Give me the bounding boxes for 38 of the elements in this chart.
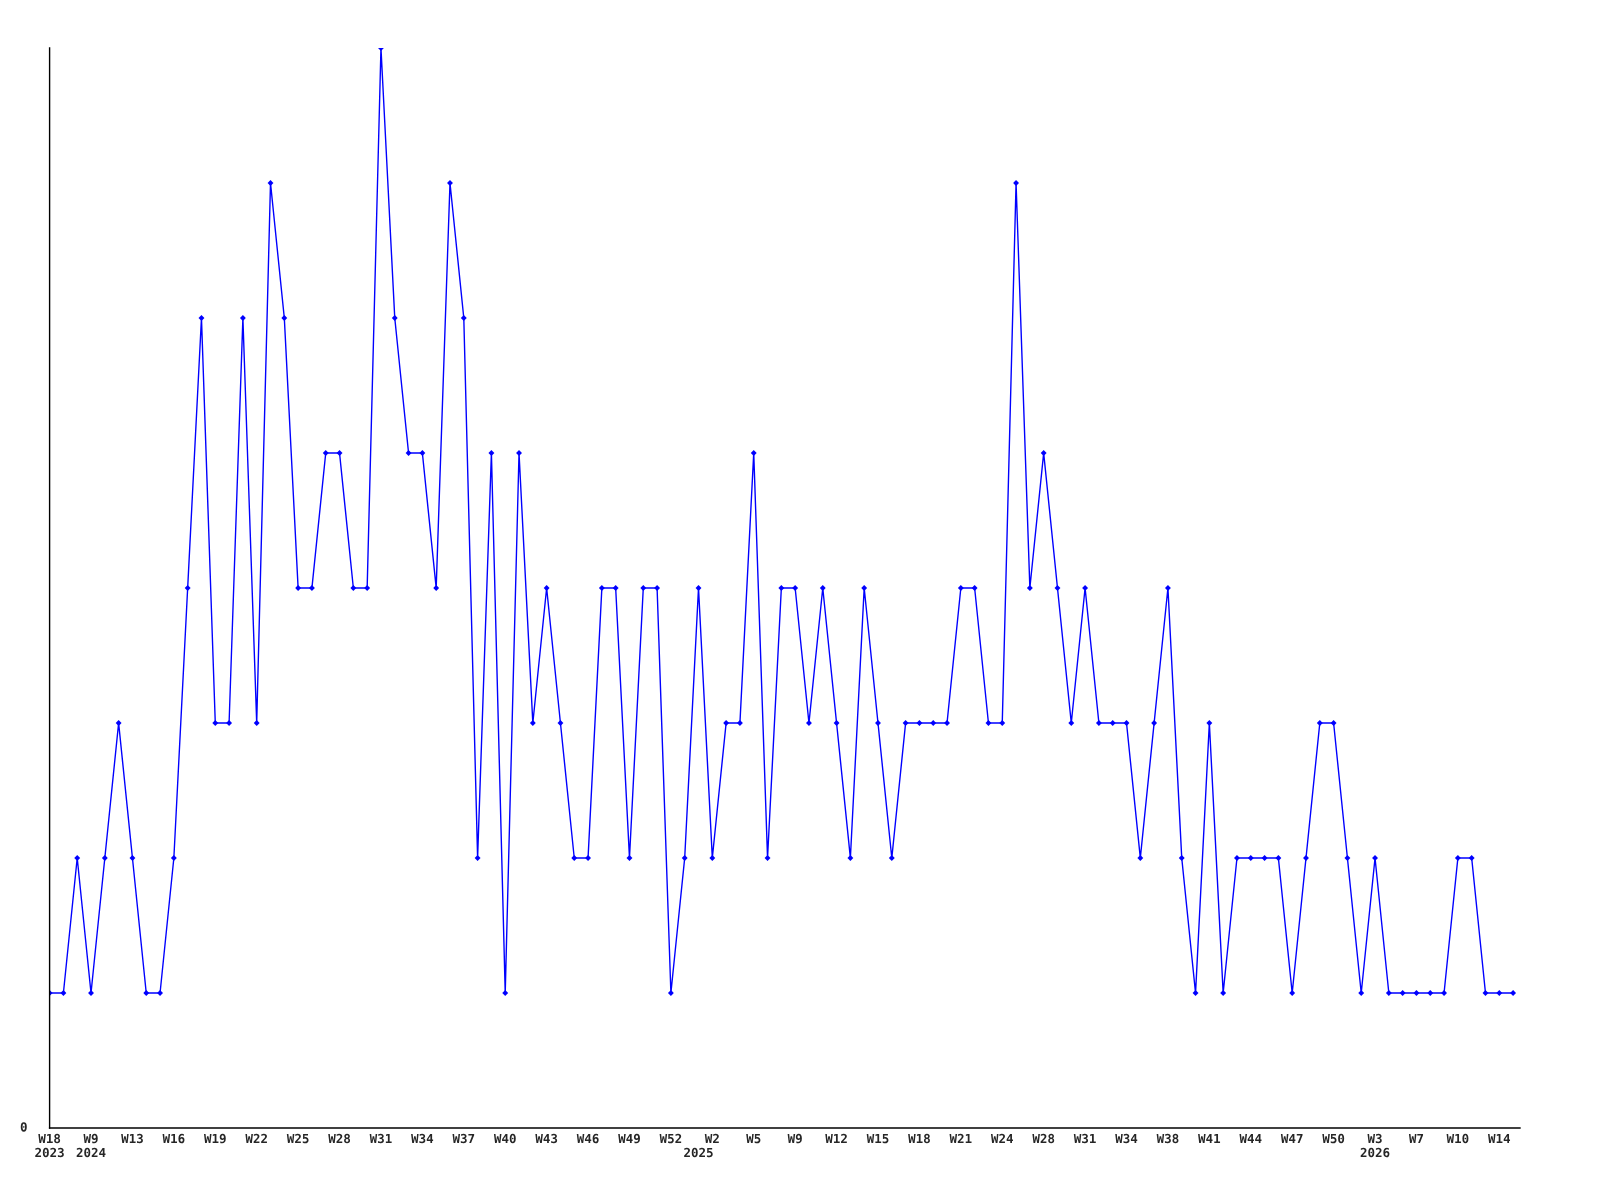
x-tick-label: 2025 xyxy=(684,1147,713,1158)
x-tick-label: W13 xyxy=(121,1133,143,1144)
x-tick-label: W18 2023 xyxy=(35,1133,64,1158)
x-tick-label: W24 xyxy=(990,1133,1013,1144)
x-tick-label: W9 xyxy=(787,1133,802,1144)
x-tick-label: W2 xyxy=(704,1133,719,1144)
x-tick-label: W28 xyxy=(328,1133,351,1144)
x-tick-label: W28 xyxy=(1032,1133,1055,1144)
x-tick-label: W34 xyxy=(411,1133,434,1144)
x-tick-label: W49 xyxy=(618,1133,640,1144)
x-tick-label: W25 xyxy=(286,1133,309,1144)
x-tick-label: W52 xyxy=(659,1133,682,1144)
x-tick-label: W18 xyxy=(908,1133,930,1144)
x-tick-label: W14 xyxy=(1488,1133,1511,1144)
x-tick-label: W44 xyxy=(1239,1133,1262,1144)
x-tick-label: W3 2026 xyxy=(1360,1133,1390,1158)
x-tick-label: W31 xyxy=(1073,1133,1096,1144)
x-tick-label: W15 xyxy=(866,1133,889,1144)
x-tick-label: W16 xyxy=(162,1133,185,1144)
x-tick-label: W31 xyxy=(369,1133,392,1144)
x-tick-label: W5 xyxy=(746,1133,761,1144)
x-tick-label: W19 xyxy=(203,1133,226,1144)
x-tick-label: W37 xyxy=(452,1133,475,1144)
x-tick-label: W7 xyxy=(1408,1133,1424,1144)
x-tick-label: W47 xyxy=(1280,1133,1303,1144)
x-tick-label: W41 xyxy=(1198,1133,1221,1144)
x-tick-label: W43 xyxy=(535,1133,558,1144)
x-tick-label: W40 xyxy=(493,1133,516,1144)
x-tick-label: W9 2024 xyxy=(76,1133,106,1158)
x-tick-label: W38 xyxy=(1156,1133,1179,1144)
x-tick-label: W34 xyxy=(1115,1133,1138,1144)
x-tick-label: W10 xyxy=(1446,1133,1469,1144)
x-tick-label: W50 xyxy=(1322,1133,1345,1144)
x-tick-label: W22 xyxy=(245,1133,267,1144)
text: 0 xyxy=(20,1122,27,1132)
x-tick-label: W46 xyxy=(576,1133,599,1144)
x-tick-label: W21 xyxy=(949,1133,972,1144)
x-tick-label: W12 xyxy=(825,1133,847,1144)
